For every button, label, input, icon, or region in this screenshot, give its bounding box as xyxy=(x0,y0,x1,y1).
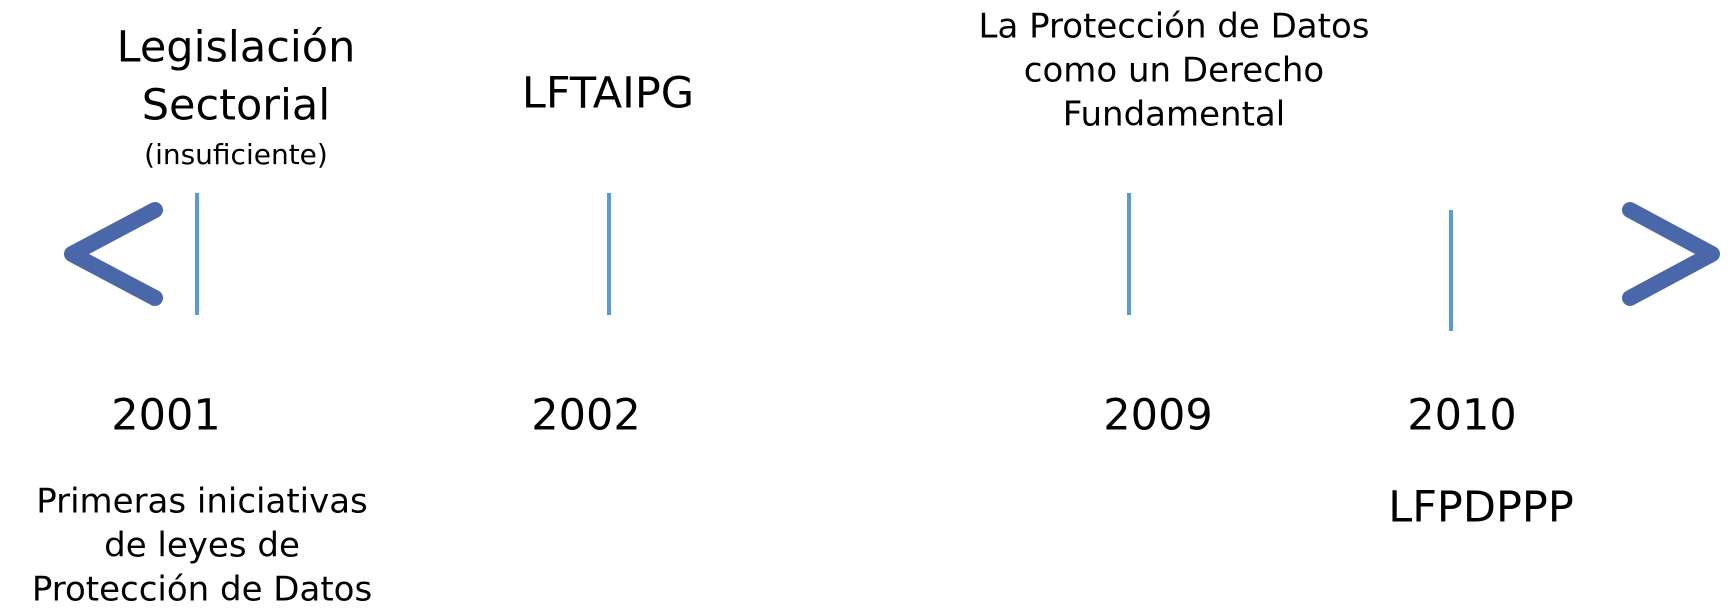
year: 2009 xyxy=(1103,391,1212,441)
year: 2010 xyxy=(1407,391,1516,441)
above-label: Fundamental xyxy=(1063,95,1285,135)
above-label: La Protección de Datos xyxy=(979,7,1370,47)
year: 2002 xyxy=(531,391,640,441)
above-label: Sectorial xyxy=(142,81,330,131)
note: (insuficiente) xyxy=(144,138,328,171)
above-label: Legislación xyxy=(117,23,356,73)
below-label: LFPDPPP xyxy=(1388,483,1574,533)
arrow xyxy=(64,202,1720,306)
above-label: como un Derecho xyxy=(1024,51,1324,91)
below-label: de leyes de xyxy=(104,526,300,566)
below-label: Primeras iniciativas xyxy=(36,482,368,522)
year: 2001 xyxy=(111,391,220,441)
below-label: Protección de Datos xyxy=(32,570,372,610)
above-label: LFTAIPG xyxy=(522,69,694,119)
